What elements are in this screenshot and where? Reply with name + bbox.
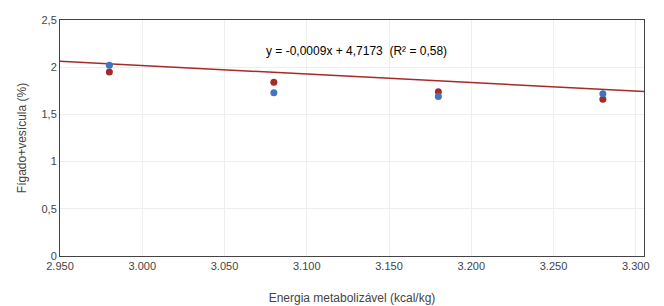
svg-text:0: 0 bbox=[51, 250, 57, 262]
svg-text:1: 1 bbox=[51, 155, 57, 167]
svg-text:3.050: 3.050 bbox=[211, 260, 239, 272]
svg-text:3.300: 3.300 bbox=[622, 260, 650, 272]
svg-text:Fígado+vesícula (%): Fígado+vesícula (%) bbox=[15, 83, 29, 193]
svg-text:Energia metabolizável (kcal/kg: Energia metabolizável (kcal/kg) bbox=[269, 291, 436, 305]
svg-text:3.200: 3.200 bbox=[458, 260, 486, 272]
svg-text:2.950: 2.950 bbox=[46, 260, 74, 272]
svg-text:3.000: 3.000 bbox=[128, 260, 156, 272]
svg-text:0,5: 0,5 bbox=[42, 203, 57, 215]
svg-text:2: 2 bbox=[51, 61, 57, 73]
svg-text:3.250: 3.250 bbox=[540, 260, 568, 272]
svg-text:1,5: 1,5 bbox=[42, 108, 57, 120]
svg-text:3.100: 3.100 bbox=[293, 260, 321, 272]
svg-text:2,5: 2,5 bbox=[42, 14, 57, 26]
svg-text:y = -0,0009x + 4,7173 (R² = 0: y = -0,0009x + 4,7173 (R² = 0,58) bbox=[266, 44, 447, 58]
svg-text:3.150: 3.150 bbox=[375, 260, 403, 272]
